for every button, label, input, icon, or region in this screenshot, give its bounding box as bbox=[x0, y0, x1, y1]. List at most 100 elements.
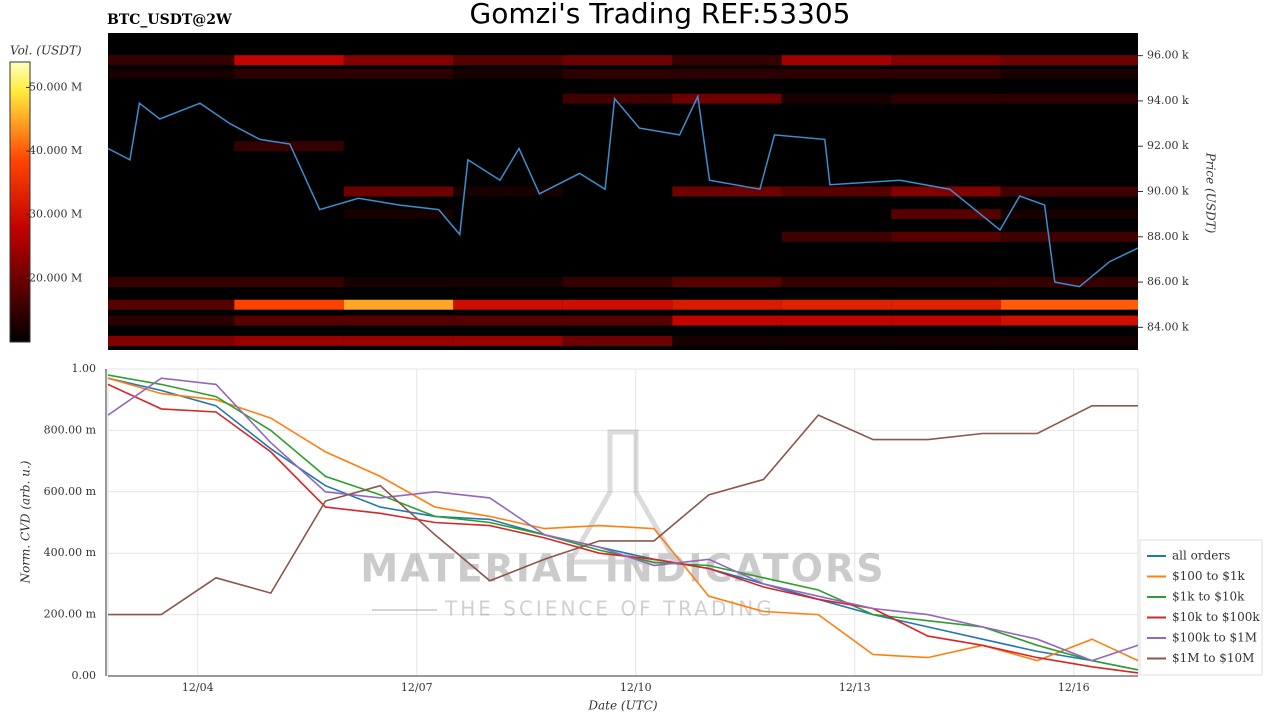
heatmap-cell bbox=[672, 315, 782, 326]
heatmap-cell bbox=[343, 186, 454, 197]
heatmap-cell bbox=[234, 55, 344, 66]
heatmap-cell bbox=[453, 68, 563, 79]
y-tick-label: 800.00 m bbox=[44, 423, 97, 436]
heatmap-cell bbox=[781, 55, 892, 66]
colorbar bbox=[9, 61, 31, 343]
heatmap-cell bbox=[234, 186, 344, 197]
heatmap-cell bbox=[453, 231, 563, 242]
heatmap-cell bbox=[343, 231, 454, 242]
price-line bbox=[107, 93, 1139, 288]
colorbar-label: Vol. (USDT) bbox=[10, 44, 82, 58]
heatmap-cell bbox=[453, 186, 563, 197]
heatmap-cell bbox=[453, 209, 563, 220]
heatmap-cell bbox=[108, 299, 235, 310]
heatmap-cell bbox=[891, 315, 1001, 326]
heatmap-cell bbox=[343, 68, 454, 79]
colorbar-tick-label: 20.000 M bbox=[29, 271, 82, 284]
legend-label: $1M to $10M bbox=[1172, 651, 1254, 665]
heatmap-cell bbox=[453, 277, 563, 288]
heatmap-cell bbox=[1000, 315, 1138, 326]
heatmap-cell bbox=[108, 141, 235, 152]
heatmap-cell bbox=[234, 209, 344, 220]
heatmap-cell bbox=[562, 141, 673, 152]
heatmap-cell bbox=[234, 68, 344, 79]
heatmap-cell bbox=[562, 335, 673, 346]
legend-label: $10k to $100k bbox=[1172, 610, 1260, 624]
y-tick-label: 88.00 k bbox=[1147, 230, 1189, 243]
x-tick-label: 12/04 bbox=[182, 681, 214, 694]
heatmap-cell bbox=[781, 209, 892, 220]
heatmap-cell bbox=[781, 315, 892, 326]
heatmap-cell bbox=[1000, 299, 1138, 310]
legend: all orders $100 to $1k $1k to $10k $10k to … bbox=[1139, 539, 1263, 676]
watermark-title: MATERIAL INDICATORS bbox=[360, 547, 885, 591]
heatmap-cell bbox=[234, 335, 344, 346]
heatmap-cell bbox=[672, 299, 782, 310]
y-tick-label: 0.00 bbox=[72, 669, 97, 682]
heatmap-cell bbox=[1000, 93, 1138, 104]
heatmap-cell bbox=[453, 93, 563, 104]
heatmap-cell bbox=[672, 68, 782, 79]
cvd-line bbox=[107, 377, 1139, 662]
heatmap-cell bbox=[891, 141, 1001, 152]
y-tick-label: 600.00 m bbox=[44, 485, 97, 498]
heatmap-cell bbox=[562, 315, 673, 326]
heatmap-cell bbox=[343, 335, 454, 346]
heatmap-cell bbox=[562, 55, 673, 66]
heatmap-cell bbox=[672, 277, 782, 288]
heatmap-cell bbox=[781, 68, 892, 79]
heatmap-cell bbox=[891, 277, 1001, 288]
legend-label: $100k to $1M bbox=[1172, 631, 1257, 645]
heatmap-cell bbox=[343, 93, 454, 104]
watermark-subtitle: THE SCIENCE OF TRADING bbox=[444, 597, 775, 621]
heatmap-cell bbox=[343, 55, 454, 66]
heatmap-cell bbox=[234, 231, 344, 242]
heatmap-cell bbox=[234, 299, 344, 310]
heatmap-cell bbox=[108, 186, 235, 197]
heatmap-cell bbox=[108, 335, 235, 346]
heatmap-cell bbox=[1000, 55, 1138, 66]
heatmap-cell bbox=[343, 315, 454, 326]
heatmap-cell bbox=[108, 55, 235, 66]
heatmap-cell bbox=[1000, 68, 1138, 79]
heatmap-cell bbox=[453, 335, 563, 346]
heatmap-cell bbox=[234, 141, 344, 152]
heatmap-cell bbox=[234, 315, 344, 326]
heatmap-cell bbox=[343, 277, 454, 288]
heatmap-cell bbox=[672, 186, 782, 197]
heatmap-cell bbox=[891, 55, 1001, 66]
heatmap-cell bbox=[343, 209, 454, 220]
heatmap-cell bbox=[1000, 186, 1138, 197]
y-tick-label: 96.00 k bbox=[1147, 49, 1189, 62]
heatmap-cell bbox=[453, 55, 563, 66]
y-tick-label: 400.00 m bbox=[44, 546, 97, 559]
heatmap-cell bbox=[562, 299, 673, 310]
heatmap-cell bbox=[108, 315, 235, 326]
heatmap-cell bbox=[453, 315, 563, 326]
heatmap-cell bbox=[672, 209, 782, 220]
heatmap-cell bbox=[891, 93, 1001, 104]
heatmap-cell bbox=[453, 141, 563, 152]
heatmap-cell bbox=[781, 335, 892, 346]
colorbar-tick-label: 50.000 M bbox=[29, 80, 82, 93]
heatmap-cell bbox=[891, 231, 1001, 242]
heatmap-cell bbox=[891, 68, 1001, 79]
y-axis-label: Norm. CVD (arb. u.) bbox=[19, 460, 33, 584]
colorbar-tick-label: 40.000 M bbox=[29, 144, 82, 157]
x-tick-label: 12/13 bbox=[839, 681, 871, 694]
cvd-line bbox=[108, 405, 1138, 616]
heatmap-cell bbox=[234, 277, 344, 288]
heatmap-cell bbox=[108, 209, 235, 220]
heatmap-cell bbox=[1000, 231, 1138, 242]
heatmap-cell bbox=[672, 55, 782, 66]
heatmap-cell bbox=[672, 141, 782, 152]
y-tick-label: 94.00 k bbox=[1147, 94, 1189, 107]
y-axis-label: Price (USDT) bbox=[1204, 152, 1218, 234]
legend-label: all orders bbox=[1172, 549, 1230, 563]
subtitle: BTC_USDT@2W bbox=[107, 12, 232, 28]
heatmap bbox=[108, 55, 1138, 346]
legend-box bbox=[1139, 539, 1263, 676]
heatmap-cell bbox=[108, 277, 235, 288]
heatmap-cell bbox=[343, 299, 454, 310]
